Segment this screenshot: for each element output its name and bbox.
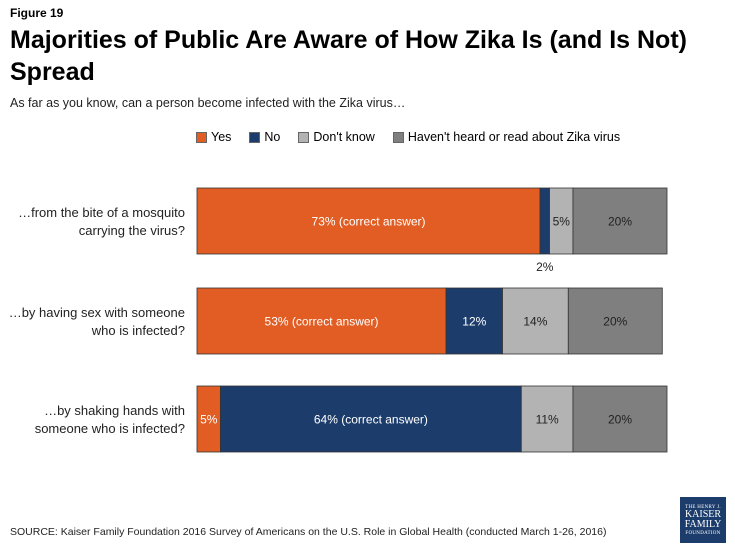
bar-segment (220, 385, 522, 453)
logo-line3: FAMILY (684, 518, 722, 530)
bar-segment (445, 287, 503, 355)
legend-swatch (196, 131, 207, 143)
data-label: 20% (608, 215, 632, 229)
chart-subtitle: As far as you know, can a person become … (10, 96, 406, 110)
category-label: carrying the virus? (79, 223, 185, 238)
legend-item: No (249, 130, 280, 144)
legend-item: Don't know (298, 130, 375, 144)
data-label: 12% (462, 315, 486, 329)
bar-segment (502, 287, 569, 355)
data-label: 5% (553, 215, 571, 229)
legend-label: Yes (211, 130, 232, 144)
chart-title: Majorities of Public Are Aware of How Zi… (10, 26, 687, 86)
category-label: someone who is infected? (35, 421, 185, 436)
bar-segment (539, 187, 550, 255)
legend-swatch (392, 131, 404, 143)
legend-swatch (298, 131, 310, 143)
data-label: 20% (603, 315, 627, 329)
legend-swatch (249, 131, 261, 143)
kff-logo: THE HENRY J. KAISER FAMILY FOUNDATION (680, 497, 726, 543)
bar-segment (567, 287, 663, 355)
category-label: …by having sex with someone (9, 305, 185, 320)
bar-segment (572, 187, 668, 255)
logo-line4: FOUNDATION (685, 530, 721, 536)
legend-item: Haven't heard or read about Zika virus (392, 130, 621, 144)
logo-line2: KAISER (684, 508, 722, 520)
legend: Yes No Don't know Haven't heard or read abo… (196, 130, 638, 144)
data-label: 73% (correct answer) (312, 215, 426, 229)
legend-item: Yes (196, 130, 231, 144)
bar-segment (196, 187, 541, 255)
legend-label: Haven't heard or read about Zika virus (407, 130, 621, 144)
data-label: 2% (536, 260, 554, 274)
source-note: SOURCE: Kaiser Family Foundation 2016 Su… (10, 526, 607, 538)
category-label: …by shaking hands with (44, 403, 185, 418)
bar-segment (520, 385, 574, 453)
category-label: who is infected? (91, 323, 185, 338)
bar-segment (572, 385, 668, 453)
data-label: 5% (200, 413, 218, 427)
figure-label: Figure 19 (10, 6, 64, 20)
data-label: 11% (536, 413, 559, 427)
legend-label: No (264, 130, 281, 144)
data-label: 20% (608, 413, 632, 427)
logo-line1: THE HENRY J. (685, 504, 721, 510)
data-label: 53% (correct answer) (265, 315, 379, 329)
data-label: 64% (correct answer) (314, 413, 428, 427)
category-label: …from the bite of a mosquito (18, 205, 185, 220)
legend-label: Don't know (313, 130, 375, 144)
data-label: 14% (523, 315, 547, 329)
